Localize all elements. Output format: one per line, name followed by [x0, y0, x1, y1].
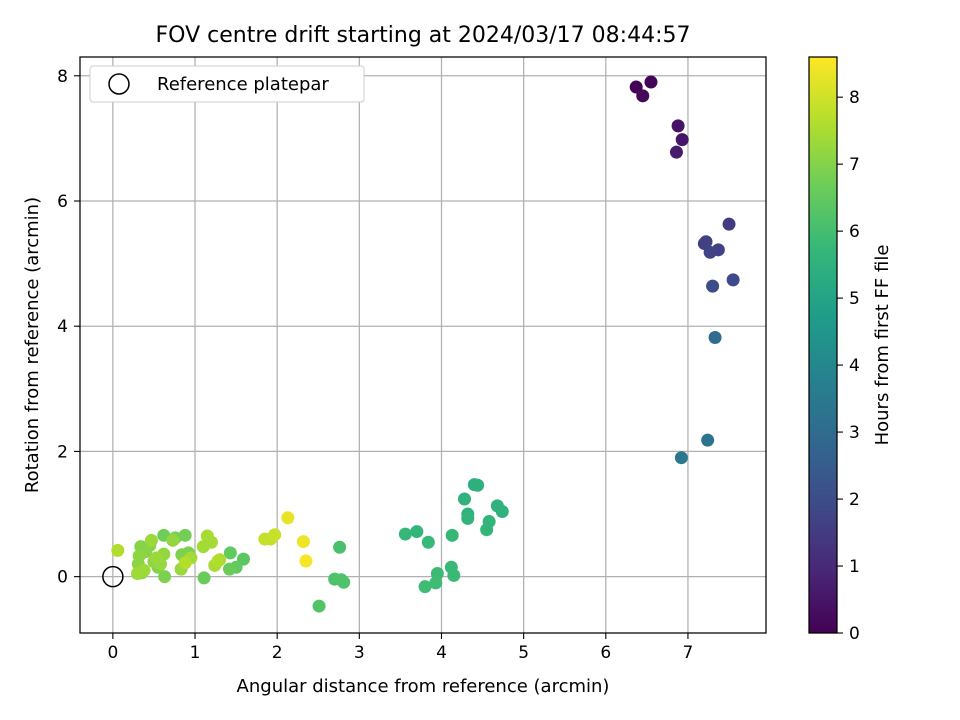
data-point — [421, 535, 435, 549]
x-tick-label: 0 — [107, 643, 118, 663]
data-point — [398, 527, 412, 541]
y-tick-label: 2 — [57, 442, 68, 462]
y-tick-label: 0 — [57, 568, 68, 588]
data-point — [429, 576, 443, 590]
data-point — [722, 217, 736, 231]
y-tick-label: 8 — [57, 67, 68, 87]
x-tick-label: 2 — [272, 643, 283, 663]
data-point — [296, 535, 310, 549]
data-point — [299, 554, 313, 568]
y-axis-label: Rotation from reference (arcmin) — [22, 197, 43, 493]
data-point — [223, 562, 237, 576]
x-tick-label: 1 — [190, 643, 201, 663]
data-point — [200, 529, 214, 543]
data-points — [111, 75, 740, 613]
x-tick-label: 6 — [600, 643, 611, 663]
data-point — [701, 433, 715, 447]
colorbar-label: Hours from first FF file — [872, 245, 893, 446]
data-point — [669, 145, 683, 159]
data-point — [726, 273, 740, 287]
data-point — [461, 511, 475, 525]
data-point — [149, 551, 163, 565]
y-tick-label: 4 — [57, 317, 68, 337]
data-point — [268, 528, 282, 542]
colorbar-tick-label: 1 — [849, 557, 860, 577]
x-tick-label: 4 — [436, 643, 447, 663]
legend-label: Reference platepar — [157, 74, 329, 95]
reference-point-icon — [102, 565, 124, 588]
data-point — [418, 580, 432, 594]
data-point — [131, 567, 145, 581]
colorbar-ticks: 0 1 2 3 4 5 6 7 8 — [837, 88, 860, 644]
x-tick-label: 5 — [518, 643, 529, 663]
colorbar-tick-label: 5 — [849, 289, 860, 309]
data-point — [457, 492, 471, 506]
data-point — [132, 549, 146, 563]
colorbar-tick-label: 6 — [849, 222, 860, 242]
data-point — [144, 533, 158, 547]
colorbar-tick-label: 3 — [849, 423, 860, 443]
data-point — [636, 89, 650, 103]
data-point — [699, 235, 713, 249]
data-point — [333, 540, 347, 554]
colorbar-tick-label: 8 — [849, 88, 860, 108]
data-point — [471, 478, 485, 492]
data-point — [158, 570, 172, 584]
data-point — [337, 575, 351, 589]
grid-lines — [80, 57, 766, 633]
data-point — [445, 528, 459, 542]
legend-box — [89, 65, 365, 103]
y-tick-label: 6 — [57, 192, 68, 212]
data-point — [312, 599, 326, 613]
y-axis-ticks: 0 2 4 6 8 — [57, 67, 80, 588]
data-point — [703, 245, 717, 259]
data-point — [447, 568, 461, 582]
data-point — [166, 533, 180, 547]
x-axis-ticks: 0 1 2 3 4 5 6 7 — [107, 633, 693, 663]
data-point — [708, 330, 722, 344]
colorbar — [808, 56, 838, 634]
x-axis-label: Angular distance from reference (arcmin) — [237, 676, 610, 697]
legend-marker-icon — [108, 73, 130, 95]
data-point — [211, 554, 225, 568]
reference-marker — [102, 565, 124, 588]
x-tick-label: 3 — [354, 643, 365, 663]
data-point — [495, 505, 509, 519]
data-point — [111, 543, 125, 557]
plot-frame — [79, 56, 767, 634]
chart-title: FOV centre drift starting at 2024/03/17 … — [156, 23, 691, 48]
data-point — [281, 511, 295, 525]
data-point — [197, 571, 211, 585]
colorbar-tick-label: 0 — [849, 624, 860, 644]
data-point — [258, 532, 272, 546]
data-point — [706, 279, 720, 293]
colorbar-tick-label: 7 — [849, 155, 860, 175]
colorbar-tick-label: 2 — [849, 490, 860, 510]
legend: Reference platepar — [89, 65, 365, 103]
data-point — [178, 528, 192, 542]
data-point — [675, 133, 689, 147]
x-tick-label: 7 — [683, 643, 694, 663]
data-point — [480, 523, 494, 537]
data-point — [223, 546, 237, 560]
data-point — [644, 75, 658, 89]
data-point — [674, 451, 688, 465]
data-point — [671, 119, 685, 133]
colorbar-tick-label: 4 — [849, 356, 860, 376]
data-point — [178, 556, 192, 570]
data-point — [410, 525, 424, 539]
